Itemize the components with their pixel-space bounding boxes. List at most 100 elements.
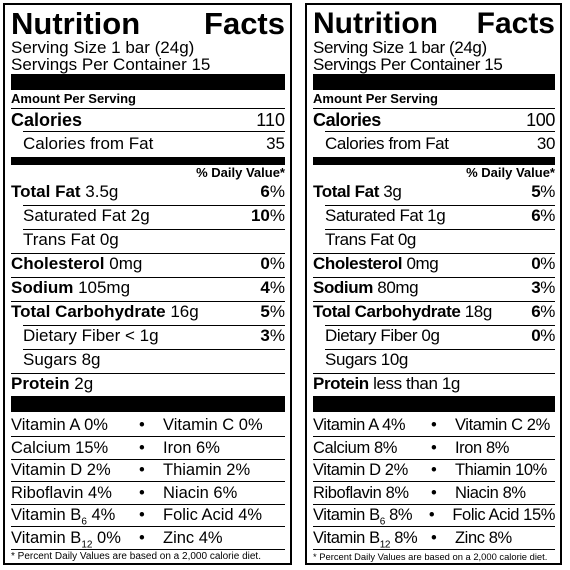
footnote: * Percent Daily Values are based on a 2,…	[313, 551, 548, 562]
nutrient-daily-value: 0%	[531, 253, 555, 275]
nutrient-daily-value: 5%	[260, 301, 285, 323]
vitamin-row: Vitamin B12 0% • Zinc 4%	[11, 527, 285, 556]
divider	[11, 481, 285, 482]
divider	[313, 503, 555, 505]
divider	[11, 458, 285, 460]
nutrient-name-amount: Total Carbohydrate 18g	[313, 301, 492, 323]
divider	[11, 549, 285, 550]
nutrition-panel-right: Nutrition Facts Serving Size 1 bar (24g)…	[305, 3, 562, 565]
divider	[11, 108, 285, 109]
vitamin-value: 8%	[384, 506, 413, 524]
thick-divider	[313, 74, 555, 90]
nutrient-row: Total Carbohydrate 16g 5%	[11, 301, 285, 323]
vitamin-name: Vitamin B	[11, 506, 82, 524]
serving-size: Serving Size 1 bar (24g)	[11, 38, 195, 57]
vitamin-item: Calcium 8%	[313, 438, 398, 457]
vitamin-subscript: 12	[81, 538, 93, 550]
nutrient-name: Trans Fat	[325, 230, 394, 249]
daily-value-number: 0	[531, 254, 541, 273]
nutrient-name: Sodium	[313, 278, 373, 297]
daily-value-number: 3	[260, 326, 270, 345]
nutrient-name: Cholesterol	[11, 254, 105, 273]
nutrient-name-amount: Total Fat 3.5g	[11, 181, 118, 203]
nutrient-daily-value: 0%	[260, 253, 285, 275]
nutrient-name-amount: Saturated Fat 2g	[23, 205, 150, 227]
divider	[313, 526, 555, 527]
daily-value-number: 0	[260, 254, 270, 273]
divider	[11, 436, 285, 437]
vitamin-item: Thiamin 2%	[163, 461, 251, 479]
vitamin-item: Iron 8%	[455, 438, 510, 457]
nutrient-amount: 80mg	[372, 278, 419, 297]
nutrient-row: Total Fat 3.5g 6%	[11, 181, 285, 203]
nutrient-amount: 2g	[69, 374, 94, 393]
vitamin-item: Vitamin C 0%	[163, 416, 263, 434]
nutrition-panel-left: Nutrition Facts Serving Size 1 bar (24g)…	[3, 3, 292, 565]
divider	[325, 131, 555, 132]
vitamin-subscript: 6	[81, 516, 87, 528]
vitamin-value: 8%	[390, 528, 418, 547]
nutrient-name-amount: Sodium 80mg	[313, 277, 419, 299]
nutrient-row: Saturated Fat 2g 10%	[23, 205, 285, 227]
serving-size: Serving Size 1 bar (24g)	[313, 38, 487, 57]
nutrient-amount: less than 1g	[368, 374, 460, 393]
vitamin-item: Vitamin B6 4%	[11, 504, 139, 533]
divider	[11, 277, 285, 278]
divider	[325, 349, 555, 350]
bullet-separator: •	[431, 528, 437, 547]
calories-from-fat-value: 30	[536, 134, 556, 153]
vitamin-row: Vitamin D 2% • Thiamin 10%	[313, 459, 555, 481]
nutrient-amount: 8g	[76, 350, 101, 369]
divider	[11, 526, 285, 527]
bullet-separator: •	[139, 416, 145, 434]
nutrient-name: Total Carbohydrate	[313, 302, 461, 321]
nutrient-name-amount: Total Fat 3g	[313, 181, 402, 203]
vitamin-name: Vitamin B	[11, 528, 82, 547]
nutrient-row: Saturated Fat 1g 6%	[325, 205, 555, 227]
nutrient-row: Sugars 10g	[325, 349, 555, 371]
vitamin-row: Calcium 15% • Iron 6%	[11, 437, 285, 459]
nutrient-daily-value: 0%	[531, 325, 555, 347]
nutrient-amount: 1g	[422, 206, 446, 225]
title-word-facts: Facts	[204, 6, 285, 41]
nutrient-name-amount: Dietary Fiber 0g	[325, 325, 440, 347]
calories-row: Calories 110	[11, 109, 285, 131]
vitamin-item: Zinc 4%	[163, 528, 223, 547]
nutrient-daily-value: 4%	[260, 277, 285, 299]
nutrient-row: Trans Fat 0g	[23, 229, 285, 251]
daily-value-percent: %	[540, 278, 555, 297]
nutrient-row: Dietary Fiber 0g 0%	[325, 325, 555, 347]
nutrient-name: Total Fat	[11, 182, 81, 201]
panel-title: Nutrition Facts	[11, 7, 285, 41]
vitamin-item: Vitamin D 2%	[313, 461, 408, 479]
nutrient-daily-value: 3%	[531, 277, 555, 299]
vitamin-item: Vitamin B6 8%	[313, 504, 429, 533]
title-word-nutrition: Nutrition	[313, 7, 438, 40]
vitamin-item: Vitamin B12 8%	[313, 527, 431, 556]
divider	[325, 205, 555, 206]
divider	[313, 301, 555, 302]
nutrient-name: Saturated Fat	[325, 206, 423, 225]
nutrient-amount: 3g	[378, 182, 402, 201]
thick-divider	[11, 74, 285, 90]
daily-value-number: 6	[531, 302, 541, 321]
divider	[313, 549, 555, 550]
nutrient-name: Saturated Fat	[23, 206, 127, 225]
daily-value-percent: %	[540, 182, 555, 201]
nutrient-name: Protein	[313, 374, 369, 393]
daily-value-percent: %	[269, 302, 285, 321]
panel-title: Nutrition Facts	[313, 7, 555, 41]
nutrient-daily-value: 5%	[531, 181, 555, 203]
calories-from-fat-value: 35	[266, 134, 285, 153]
nutrient-amount: < 1g	[120, 326, 159, 345]
vitamin-item: Thiamin 10%	[455, 461, 547, 479]
thick-divider	[11, 396, 285, 412]
nutrient-daily-value: 6%	[531, 205, 555, 227]
vitamin-item: Iron 6%	[163, 438, 220, 457]
bullet-separator: •	[139, 483, 145, 502]
bullet-separator: •	[428, 506, 435, 524]
bullet-separator: •	[139, 461, 145, 479]
nutrient-amount: 105mg	[73, 278, 131, 297]
nutrient-name-amount: Sodium 105mg	[11, 277, 130, 299]
nutrient-row: Protein 2g	[11, 373, 285, 395]
